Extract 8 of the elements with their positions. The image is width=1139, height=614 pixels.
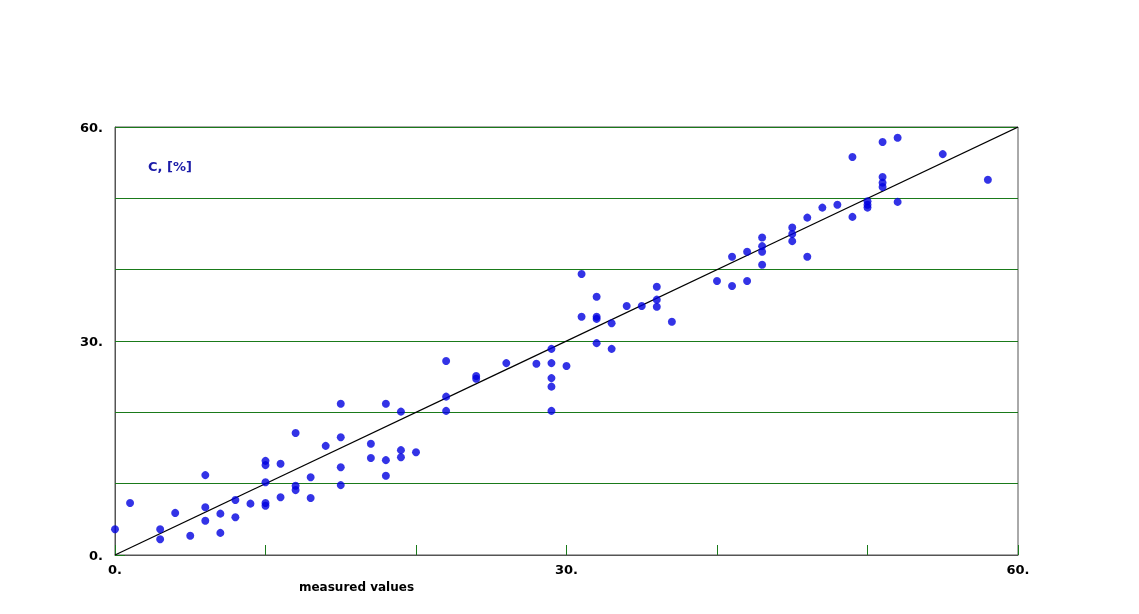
x-axis-title: measured values: [298, 579, 415, 594]
x-tick-label: 0.: [108, 562, 122, 577]
x-tick-label: 60.: [1006, 562, 1030, 577]
y-axis-title: C, [%]: [148, 159, 192, 174]
y-tick-label: 30.: [79, 333, 103, 349]
y-tick-label: 0.: [89, 547, 103, 563]
x-tick-label: 30.: [554, 562, 579, 577]
y-tick-label: 60.: [79, 119, 103, 135]
